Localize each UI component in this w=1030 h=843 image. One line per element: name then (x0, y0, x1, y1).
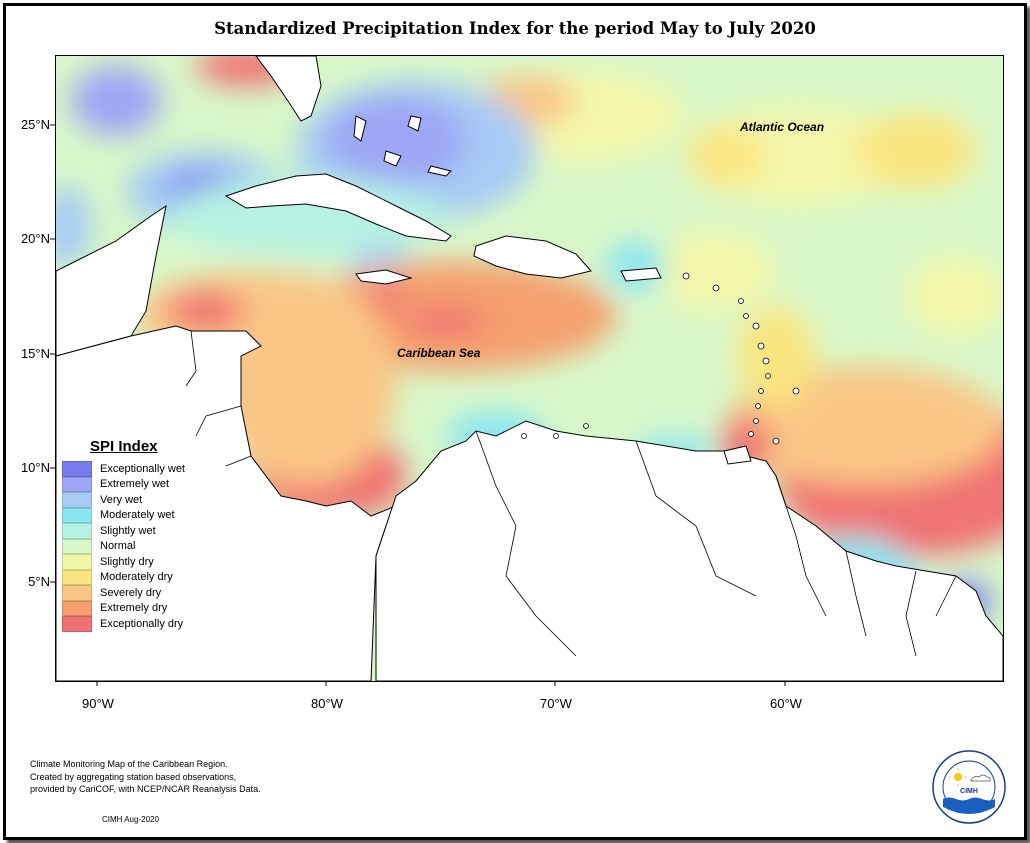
legend-swatch (62, 476, 92, 492)
country-borders (185, 330, 957, 657)
credit-line-3: provided by CariCOF, with NCEP/NCAR Rean… (30, 784, 261, 794)
legend-label: Extremely dry (100, 602, 168, 615)
legend-label: Very wet (100, 493, 143, 506)
legend-item: Extremely dry (62, 600, 185, 616)
legend-swatch (62, 507, 92, 523)
legend-swatch (62, 523, 92, 539)
legend-swatch (62, 585, 92, 601)
legend-label: Exceptionally wet (100, 462, 185, 475)
legend-label: Moderately wet (100, 509, 175, 522)
legend-label: Exceptionally dry (100, 617, 184, 630)
legend-item: Moderately wet (62, 507, 185, 523)
lat-label-10n: 10°N (20, 460, 50, 475)
legend-swatch (62, 616, 92, 632)
lon-label-90w: 90°W (82, 696, 114, 711)
credit-line-2: Created by aggregating station based obs… (30, 771, 237, 782)
credit-line-1: Climate Monitoring Map of the Caribbean … (30, 759, 228, 769)
legend-label: Severely dry (100, 586, 162, 599)
lat-label-20n: 20°N (20, 231, 50, 246)
legend-swatch (62, 461, 92, 477)
legend-swatch (62, 569, 92, 585)
legend-item: Moderately dry (62, 569, 185, 585)
legend-item: Exceptionally dry (62, 616, 185, 632)
legend-swatch (62, 538, 92, 554)
legend-label: Slightly dry (100, 555, 154, 568)
lat-label-25n: 25°N (20, 117, 50, 132)
legend-item: Extremely wet (62, 476, 185, 492)
legend-label: Normal (100, 540, 136, 553)
legend-item: Normal (62, 538, 185, 554)
lon-label-60w: 60°W (770, 696, 802, 711)
cloud-icon (970, 774, 991, 782)
credits: Climate Monitoring Map of the Caribbean … (30, 758, 261, 796)
caribbean-sea-label: Caribbean Sea (397, 346, 481, 360)
legend-item: Very wet (62, 492, 185, 508)
credit-date: CIMH Aug-2020 (102, 815, 159, 824)
legend-item: Exceptionally wet (62, 461, 185, 477)
legend-label: Slightly wet (100, 524, 156, 537)
cimh-logo: CIMH (932, 750, 1006, 824)
lon-label-70w: 70°W (540, 696, 572, 711)
legend-item: Slightly dry (62, 554, 185, 570)
legend-label: Moderately dry (100, 571, 173, 584)
legend-swatch (62, 492, 92, 508)
land-masses (56, 56, 1003, 681)
map-title: Standardized Precipitation Index for the… (214, 19, 816, 38)
spi-legend: SPI Index Exceptionally wet Extremely wet… (62, 438, 185, 632)
legend-swatch (62, 600, 92, 616)
lat-label-5n: 5°N (28, 574, 50, 589)
logo-text: CIMH (960, 788, 978, 795)
legend-swatch (62, 554, 92, 570)
legend-title: SPI Index (90, 438, 158, 455)
legend-item: Slightly wet (62, 523, 185, 539)
legend-label: Extremely wet (100, 478, 170, 491)
spi-map (55, 55, 1004, 682)
atlantic-ocean-label: Atlantic Ocean (740, 120, 825, 134)
lesser-antilles (521, 272, 800, 445)
legend-items: Exceptionally wet Extremely wet Very wet Mo… (62, 461, 185, 632)
sun-icon (954, 773, 962, 781)
lat-label-15n: 15°N (20, 346, 50, 361)
legend-item: Severely dry (62, 585, 185, 601)
lon-label-80w: 80°W (311, 696, 343, 711)
spi-map-svg (56, 56, 1003, 681)
